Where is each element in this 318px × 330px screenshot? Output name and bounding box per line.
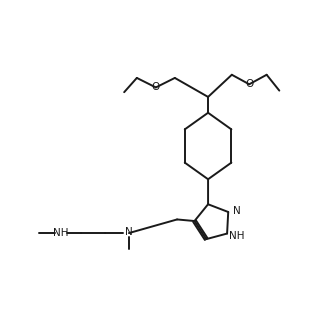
Text: NH: NH [229,231,244,241]
Text: NH: NH [53,228,69,238]
Text: O: O [245,79,253,89]
Text: N: N [125,227,133,238]
Text: N: N [233,206,240,216]
Text: O: O [152,82,160,92]
